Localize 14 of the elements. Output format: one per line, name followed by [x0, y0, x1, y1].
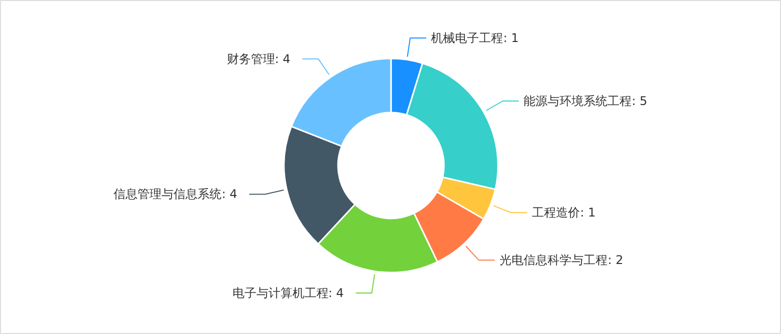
slice-label: 财务管理 — [226, 52, 275, 66]
data-label: : 4 — [274, 52, 290, 66]
data-label: : 5 — [632, 94, 648, 108]
data-label: : 4 — [222, 187, 238, 202]
slice-label: 电子与计算机工程 — [232, 286, 328, 300]
slice-label: 信息管理与信息系统 — [114, 187, 222, 202]
slice-label: 能源与环境系统工程 — [524, 94, 632, 108]
slice-label: 机械电子工程 — [431, 30, 504, 45]
data-label: : 1 — [580, 206, 596, 220]
data-label: : 1 — [503, 30, 519, 45]
slice-label: 工程造价 — [532, 206, 580, 220]
data-label: : 4 — [328, 286, 344, 300]
slice-label: 光电信息科学与工程 — [500, 253, 608, 268]
data-label: : 2 — [608, 253, 624, 268]
